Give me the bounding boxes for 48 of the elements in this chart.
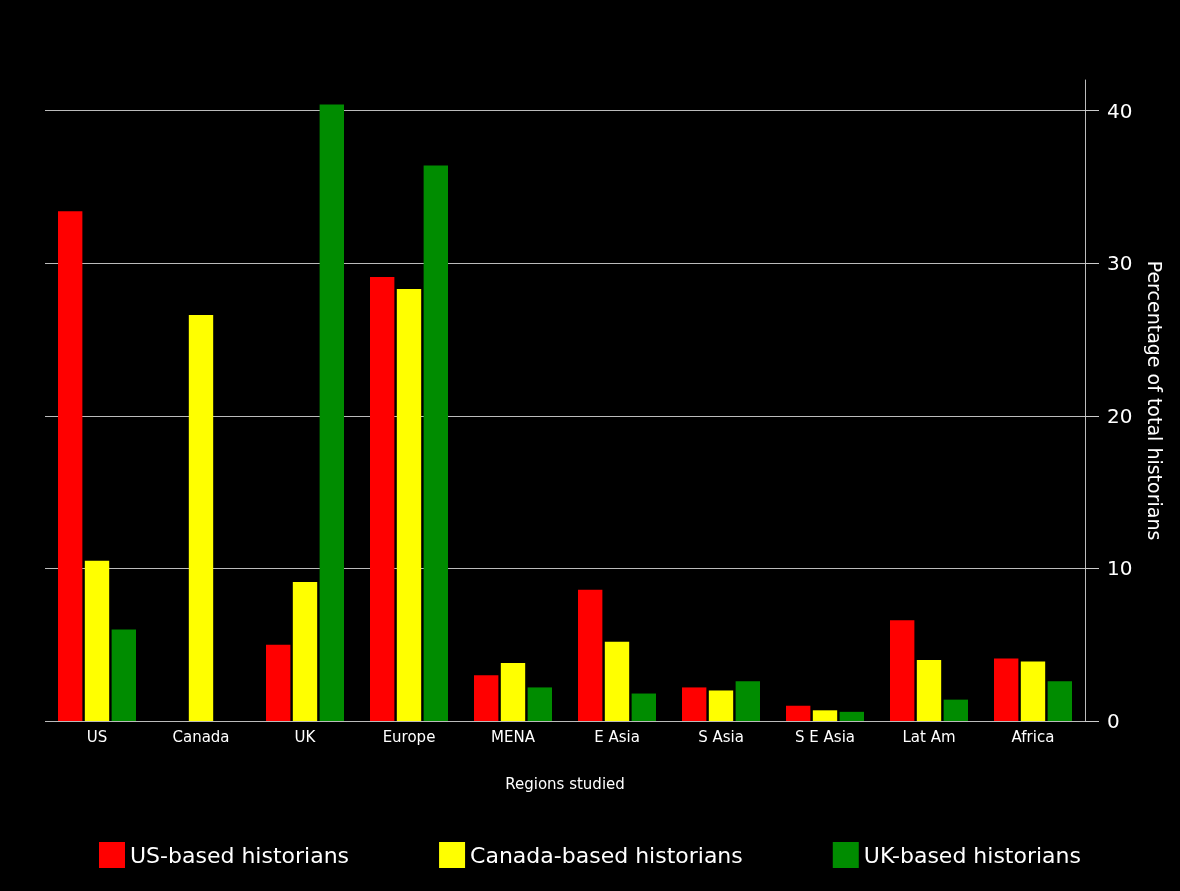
- bar: [1020, 661, 1046, 721]
- bar: [500, 663, 526, 721]
- legend-label: US-based historians: [130, 842, 350, 868]
- bar: [916, 659, 942, 721]
- bar: [890, 620, 915, 721]
- x-tick-label: S Asia: [698, 727, 744, 746]
- bar: [266, 644, 291, 721]
- bar: [423, 165, 448, 721]
- bar: [708, 690, 734, 721]
- bar: [631, 693, 656, 721]
- bar: [812, 710, 838, 721]
- x-tick-label: E Asia: [594, 727, 640, 746]
- bar: [786, 705, 811, 721]
- x-tick-label: Lat Am: [902, 727, 956, 746]
- bar: [84, 560, 110, 721]
- y-axis-title: Percentage of total historians: [1143, 260, 1166, 541]
- bar: [370, 276, 395, 721]
- bar: [474, 675, 499, 721]
- x-tick-label: UK: [294, 727, 317, 746]
- bar: [1047, 681, 1072, 721]
- x-tick-label: Canada: [172, 727, 230, 746]
- x-axis-title: Regions studied: [505, 774, 625, 793]
- y-tick-label: 20: [1107, 403, 1133, 428]
- legend-label: UK-based historians: [863, 842, 1081, 868]
- bar: [839, 711, 864, 721]
- bar: [396, 289, 422, 721]
- x-tick-label: US: [86, 727, 108, 746]
- bar: [527, 687, 552, 721]
- y-tick-label: 0: [1107, 709, 1120, 733]
- bar: [994, 658, 1019, 721]
- bar: [58, 211, 83, 721]
- bar: [943, 699, 968, 721]
- bar: [682, 687, 707, 721]
- y-tick-label: 30: [1107, 251, 1133, 276]
- bar: [735, 681, 760, 721]
- y-tick-label: 10: [1107, 556, 1133, 581]
- bar: [188, 315, 214, 721]
- bar: [111, 629, 136, 721]
- legend-label: Canada-based historians: [470, 842, 743, 868]
- x-tick-label: Europe: [382, 727, 436, 746]
- x-tick-label: Africa: [1011, 727, 1055, 746]
- bar: [578, 589, 603, 721]
- bar: [319, 104, 344, 721]
- bar: [292, 582, 318, 721]
- bar: [604, 641, 630, 721]
- x-tick-label: MENA: [491, 727, 536, 746]
- y-tick-label: 40: [1107, 98, 1133, 123]
- x-tick-label: S E Asia: [795, 727, 855, 746]
